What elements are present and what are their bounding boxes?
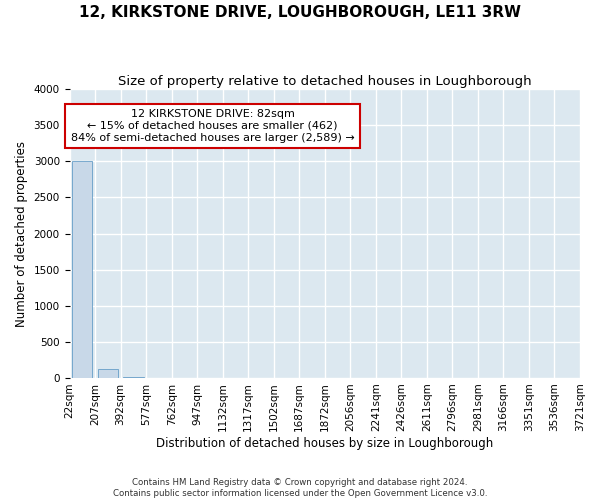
- Title: Size of property relative to detached houses in Loughborough: Size of property relative to detached ho…: [118, 75, 532, 88]
- Y-axis label: Number of detached properties: Number of detached properties: [15, 140, 28, 326]
- X-axis label: Distribution of detached houses by size in Loughborough: Distribution of detached houses by size …: [156, 437, 493, 450]
- Bar: [72, 162, 92, 378]
- Text: 12, KIRKSTONE DRIVE, LOUGHBOROUGH, LE11 3RW: 12, KIRKSTONE DRIVE, LOUGHBOROUGH, LE11 …: [79, 5, 521, 20]
- Bar: [98, 369, 118, 378]
- Text: Contains HM Land Registry data © Crown copyright and database right 2024.
Contai: Contains HM Land Registry data © Crown c…: [113, 478, 487, 498]
- Text: 12 KIRKSTONE DRIVE: 82sqm
← 15% of detached houses are smaller (462)
84% of semi: 12 KIRKSTONE DRIVE: 82sqm ← 15% of detac…: [71, 110, 355, 142]
